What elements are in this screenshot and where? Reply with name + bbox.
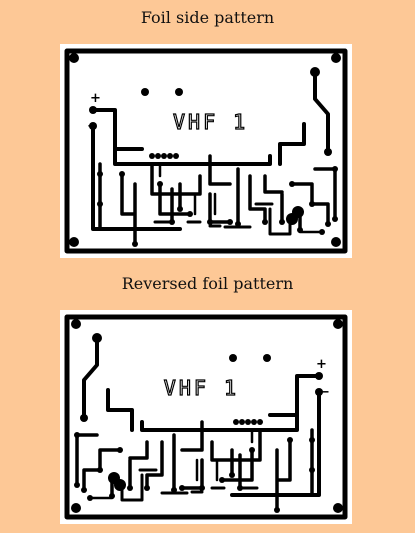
- foil-side-caption: Foil side pattern: [140, 8, 275, 27]
- negative-terminal-label: −: [87, 119, 98, 134]
- board-border-trace: [64, 48, 348, 254]
- mirrored-board-label: VHF 1: [164, 376, 239, 400]
- reversed-foil-pcb-artwork: VHF 1 + −: [64, 314, 348, 520]
- mirrored-negative-terminal-label: −: [319, 385, 330, 400]
- foil-side-pcb: + − VHF 1: [60, 44, 352, 258]
- foil-side-pcb-artwork: + − VHF 1: [64, 48, 348, 254]
- positive-terminal-label: +: [90, 91, 101, 106]
- mirrored-positive-terminal-label: +: [316, 357, 327, 372]
- reversed-foil-pcb: VHF 1 + −: [60, 310, 352, 524]
- board-label: VHF 1: [173, 110, 248, 134]
- reversed-foil-caption: Reversed foil pattern: [121, 274, 294, 293]
